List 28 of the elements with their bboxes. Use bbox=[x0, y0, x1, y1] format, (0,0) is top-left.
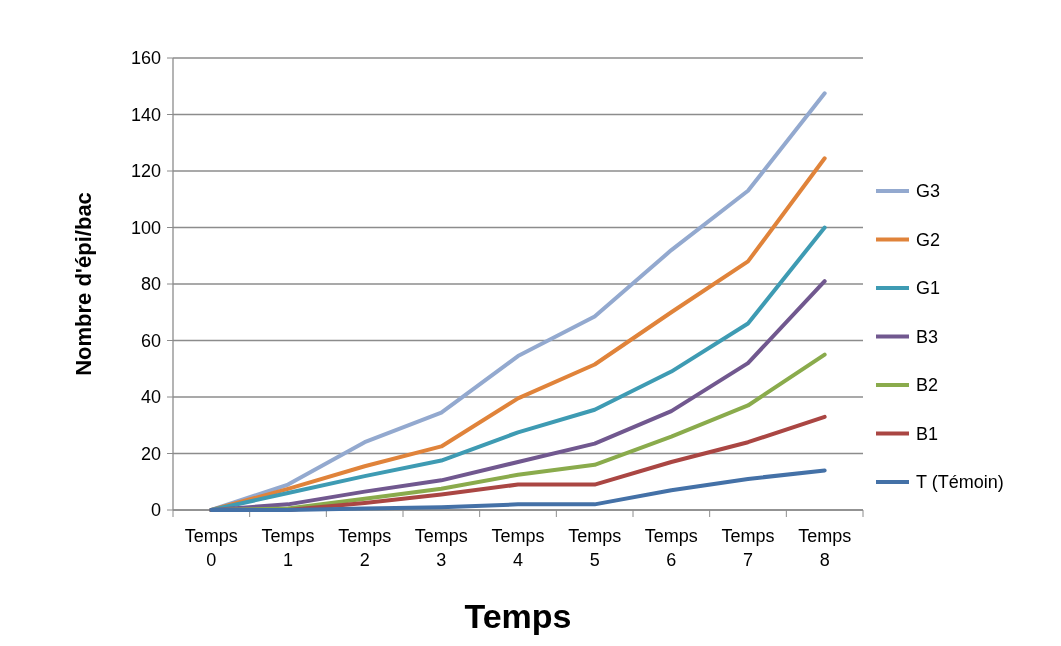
y-tick-label: 0 bbox=[150, 500, 161, 521]
x-tick-label: Temps 0 bbox=[184, 526, 238, 570]
y-tick-label: 160 bbox=[130, 48, 161, 69]
y-tick-label: 60 bbox=[140, 330, 161, 351]
y-axis-title: Nombre d'épi/bac bbox=[71, 192, 96, 376]
y-tick-label: 120 bbox=[130, 161, 161, 182]
x-tick-label: Temps 3 bbox=[414, 526, 468, 570]
x-tick-label: Temps 7 bbox=[721, 526, 775, 570]
y-tick-label: 140 bbox=[130, 104, 161, 125]
x-tick-label: Temps 2 bbox=[338, 526, 392, 570]
x-tick-label: Temps 8 bbox=[798, 526, 852, 570]
line-series bbox=[209, 468, 827, 512]
legend-label: B2 bbox=[916, 375, 939, 396]
x-tick-label: Temps 5 bbox=[568, 526, 622, 570]
legend-label: G2 bbox=[916, 229, 941, 250]
x-tick-label: Temps 6 bbox=[644, 526, 698, 570]
y-tick-label: 80 bbox=[140, 274, 161, 295]
x-tick-label: Temps 4 bbox=[491, 526, 545, 570]
x-axis-title: Temps bbox=[464, 597, 572, 635]
y-tick-label: 100 bbox=[130, 217, 161, 238]
y-tick-label: 20 bbox=[140, 443, 161, 464]
legend-label: B3 bbox=[916, 326, 939, 347]
legend-label: G1 bbox=[916, 278, 941, 299]
y-tick-label: 40 bbox=[140, 387, 161, 408]
legend-label: G3 bbox=[916, 181, 941, 202]
legend-label: B1 bbox=[916, 423, 939, 444]
legend-label: T (Témoin) bbox=[916, 472, 1004, 493]
x-tick-label: Temps 1 bbox=[261, 526, 315, 570]
